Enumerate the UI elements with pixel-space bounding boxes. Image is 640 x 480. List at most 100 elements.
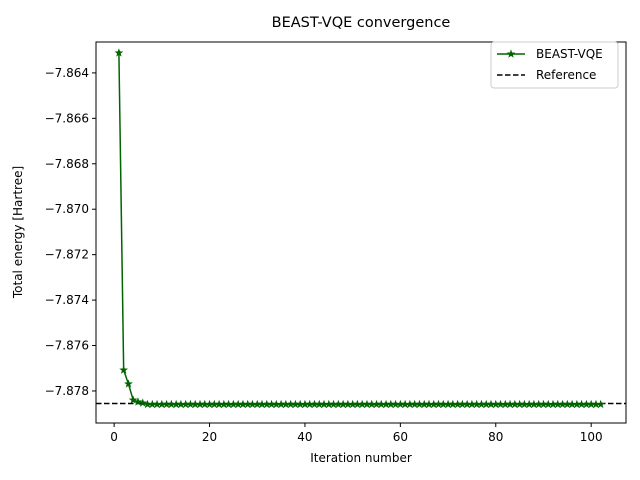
data-point-star [558, 399, 567, 409]
data-point-star [367, 399, 377, 409]
data-point-star [534, 399, 544, 409]
data-point-star [238, 399, 248, 409]
data-point-star [486, 399, 496, 409]
data-point-star [152, 399, 162, 409]
data-point-star [596, 399, 606, 409]
data-point-star [539, 399, 548, 409]
data-point-star [147, 399, 157, 409]
data-point-star [510, 399, 520, 409]
data-point-star [276, 399, 286, 409]
data-point-star [171, 399, 181, 409]
data-point-star [577, 399, 587, 409]
data-point-star [119, 365, 129, 374]
data-point-star [214, 399, 224, 409]
data-point-star [300, 399, 310, 409]
data-point-star [529, 399, 539, 409]
data-point-star [438, 399, 448, 409]
data-point-star [243, 399, 253, 409]
data-point-star [229, 399, 238, 409]
data-point-star [386, 399, 396, 409]
data-point-star [167, 399, 176, 409]
data-point-star [353, 399, 362, 409]
data-point-star [448, 399, 458, 409]
data-point-star [338, 399, 348, 409]
y-axis-label: Total energy [Hartree] [11, 166, 25, 299]
data-point-star [295, 399, 305, 409]
data-point-star [143, 399, 152, 409]
x-tick-label: 80 [488, 430, 503, 444]
y-tick-label: −7.872 [45, 248, 89, 262]
data-point-star [310, 399, 319, 409]
data-point-star [305, 399, 315, 409]
data-point-star [391, 399, 400, 409]
data-point-star [224, 399, 233, 409]
data-point-star [205, 399, 214, 409]
data-point-star [467, 399, 477, 409]
data-point-star [128, 395, 138, 404]
legend-label-reference: Reference [536, 68, 596, 82]
data-point-star [319, 399, 329, 409]
data-point-star [586, 399, 596, 409]
data-point-star [524, 399, 534, 409]
y-tick-label: −7.864 [45, 66, 89, 80]
y-tick-label: −7.876 [45, 339, 89, 353]
data-point-star [271, 399, 281, 409]
legend-label-beast-vqe: BEAST-VQE [536, 47, 603, 61]
data-point-star [162, 399, 171, 409]
x-tick-label: 60 [393, 430, 408, 444]
data-point-star [138, 398, 148, 407]
data-point-star [410, 399, 420, 409]
data-point-star [200, 399, 210, 409]
data-point-star [548, 399, 558, 409]
y-tick-label: −7.874 [45, 293, 89, 307]
data-point-star [553, 399, 563, 409]
data-point-star [520, 399, 529, 409]
x-tick-label: 100 [580, 430, 603, 444]
data-point-star [462, 399, 472, 409]
data-point-star [458, 399, 467, 409]
x-tick-label: 0 [110, 430, 118, 444]
data-point-star [400, 399, 410, 409]
data-point-star [252, 399, 262, 409]
data-point-star [357, 399, 367, 409]
data-point-star [333, 399, 343, 409]
data-point-star [329, 399, 338, 409]
data-point-star [262, 399, 272, 409]
data-point-star [543, 399, 553, 409]
chart-title: BEAST-VQE convergence [272, 15, 451, 31]
legend: BEAST-VQE Reference [490, 41, 619, 89]
data-point-star [472, 399, 482, 409]
data-point-star [348, 399, 358, 409]
data-point-star [376, 399, 386, 409]
data-point-star [281, 399, 291, 409]
data-point-star [291, 399, 300, 409]
data-point-star [443, 399, 453, 409]
data-point-star [133, 397, 143, 406]
data-point-star [453, 399, 462, 409]
data-point-star [176, 399, 186, 409]
data-point-star [324, 399, 334, 409]
x-tick-label: 40 [297, 430, 312, 444]
data-point-star [515, 399, 524, 409]
x-axis-label: Iteration number [310, 451, 412, 465]
data-point-star [381, 399, 391, 409]
data-point-star [491, 399, 501, 409]
data-point-star [582, 399, 591, 409]
data-point-star [572, 399, 582, 409]
data-point-star [591, 399, 601, 409]
data-point-star [419, 399, 429, 409]
data-point-star [500, 399, 510, 409]
data-point-star [477, 399, 486, 409]
data-point-star [505, 399, 515, 409]
y-tick-label: −7.878 [45, 384, 89, 398]
data-point-star [186, 399, 195, 409]
data-point-star [267, 399, 276, 409]
data-point-star [372, 399, 381, 409]
data-point-star [314, 399, 324, 409]
data-point-star [395, 399, 405, 409]
data-point-star [114, 48, 124, 57]
data-point-star [248, 399, 257, 409]
axes-frame [95, 41, 627, 424]
data-point-star [567, 399, 577, 409]
